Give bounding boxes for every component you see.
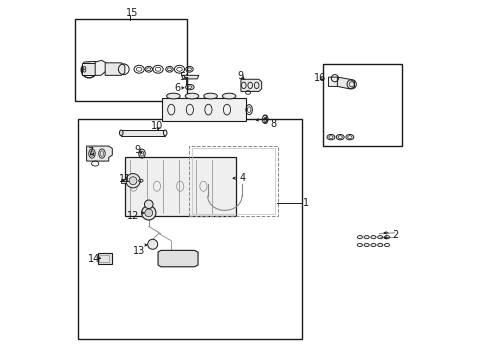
Text: 9: 9 xyxy=(134,145,141,155)
Polygon shape xyxy=(241,79,261,91)
Polygon shape xyxy=(328,77,343,86)
Ellipse shape xyxy=(166,93,180,99)
Text: 2: 2 xyxy=(392,230,398,240)
Bar xyxy=(161,253,195,265)
Polygon shape xyxy=(337,77,354,89)
Polygon shape xyxy=(81,63,96,75)
Text: 16: 16 xyxy=(313,73,326,83)
Bar xyxy=(99,255,109,262)
Text: 5: 5 xyxy=(179,72,185,82)
Ellipse shape xyxy=(222,93,235,99)
Polygon shape xyxy=(121,179,125,183)
Polygon shape xyxy=(95,60,108,75)
Text: 14: 14 xyxy=(88,254,100,264)
Ellipse shape xyxy=(119,130,123,136)
Bar xyxy=(98,253,111,264)
Circle shape xyxy=(142,206,156,220)
Polygon shape xyxy=(121,130,165,136)
Bar xyxy=(323,64,401,146)
Polygon shape xyxy=(105,63,124,75)
Circle shape xyxy=(144,209,152,217)
Circle shape xyxy=(147,239,157,249)
Polygon shape xyxy=(181,75,198,79)
Polygon shape xyxy=(86,146,112,161)
Polygon shape xyxy=(158,250,198,267)
Circle shape xyxy=(83,66,86,69)
Bar xyxy=(191,148,275,214)
Text: 6: 6 xyxy=(175,83,181,93)
Circle shape xyxy=(129,177,137,185)
Circle shape xyxy=(83,69,86,72)
Ellipse shape xyxy=(203,93,217,99)
Bar xyxy=(162,98,246,121)
Text: 8: 8 xyxy=(270,118,276,129)
Circle shape xyxy=(125,174,140,188)
Bar xyxy=(78,119,301,339)
Text: 12: 12 xyxy=(126,211,139,221)
Ellipse shape xyxy=(185,93,198,99)
Text: 13: 13 xyxy=(133,247,145,256)
Text: 4: 4 xyxy=(239,173,245,183)
Ellipse shape xyxy=(163,130,166,136)
Circle shape xyxy=(144,200,153,208)
Bar xyxy=(124,157,235,216)
Text: 1: 1 xyxy=(302,198,308,208)
Text: 7: 7 xyxy=(87,147,93,157)
Polygon shape xyxy=(83,62,101,66)
Text: 15: 15 xyxy=(125,8,138,18)
Text: 10: 10 xyxy=(151,121,163,131)
Bar xyxy=(189,146,277,216)
Text: 11: 11 xyxy=(119,174,131,184)
Text: 9: 9 xyxy=(237,71,243,81)
Bar xyxy=(75,19,187,102)
Text: 3: 3 xyxy=(261,115,267,125)
